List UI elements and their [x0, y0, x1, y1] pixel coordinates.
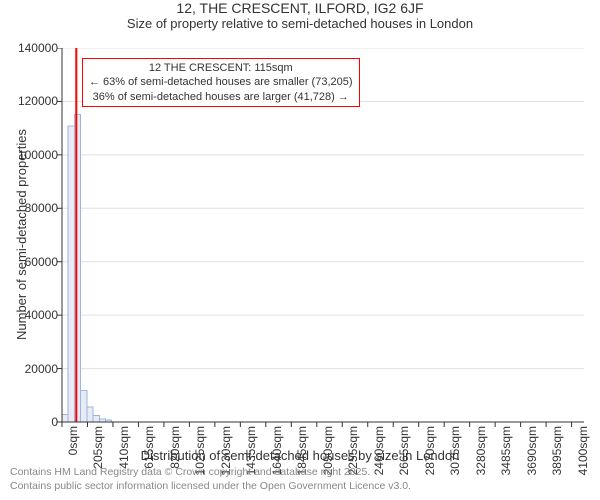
x-tick: 3075sqm: [448, 426, 462, 475]
y-tick: 20000: [8, 362, 58, 376]
annotation-line2: ← 63% of semi-detached houses are smalle…: [89, 75, 353, 89]
y-tick: 140000: [8, 41, 58, 55]
annotation-box: 12 THE CRESCENT: 115sqm ← 63% of semi-de…: [82, 58, 360, 107]
y-tick: 120000: [8, 94, 58, 108]
x-tick: 2870sqm: [423, 426, 437, 475]
footer-attribution: Contains HM Land Registry data © Crown c…: [10, 466, 411, 493]
x-tick: 3895sqm: [550, 426, 564, 475]
annotation-line3: 36% of semi-detached houses are larger (…: [89, 90, 353, 104]
y-tick: 80000: [8, 201, 58, 215]
y-tick: 40000: [8, 308, 58, 322]
x-tick: 615sqm: [142, 426, 156, 469]
y-tick: 60000: [8, 255, 58, 269]
x-tick: 820sqm: [168, 426, 182, 469]
chart-title: 12, THE CRESCENT, ILFORD, IG2 6JF: [0, 0, 600, 16]
x-tick: 205sqm: [91, 426, 105, 469]
x-tick: 4100sqm: [576, 426, 590, 475]
x-tick: 3690sqm: [525, 426, 539, 475]
y-tick: 0: [8, 415, 58, 429]
chart-subtitle: Size of property relative to semi-detach…: [0, 16, 600, 31]
x-tick: 3280sqm: [474, 426, 488, 475]
footer-line1: Contains HM Land Registry data © Crown c…: [10, 466, 411, 480]
x-tick: 410sqm: [117, 426, 131, 469]
x-tick: 3485sqm: [499, 426, 513, 475]
footer-line2: Contains public sector information licen…: [10, 480, 411, 494]
x-tick: 0sqm: [66, 426, 80, 455]
y-tick: 100000: [8, 148, 58, 162]
annotation-line1: 12 THE CRESCENT: 115sqm: [89, 61, 353, 75]
